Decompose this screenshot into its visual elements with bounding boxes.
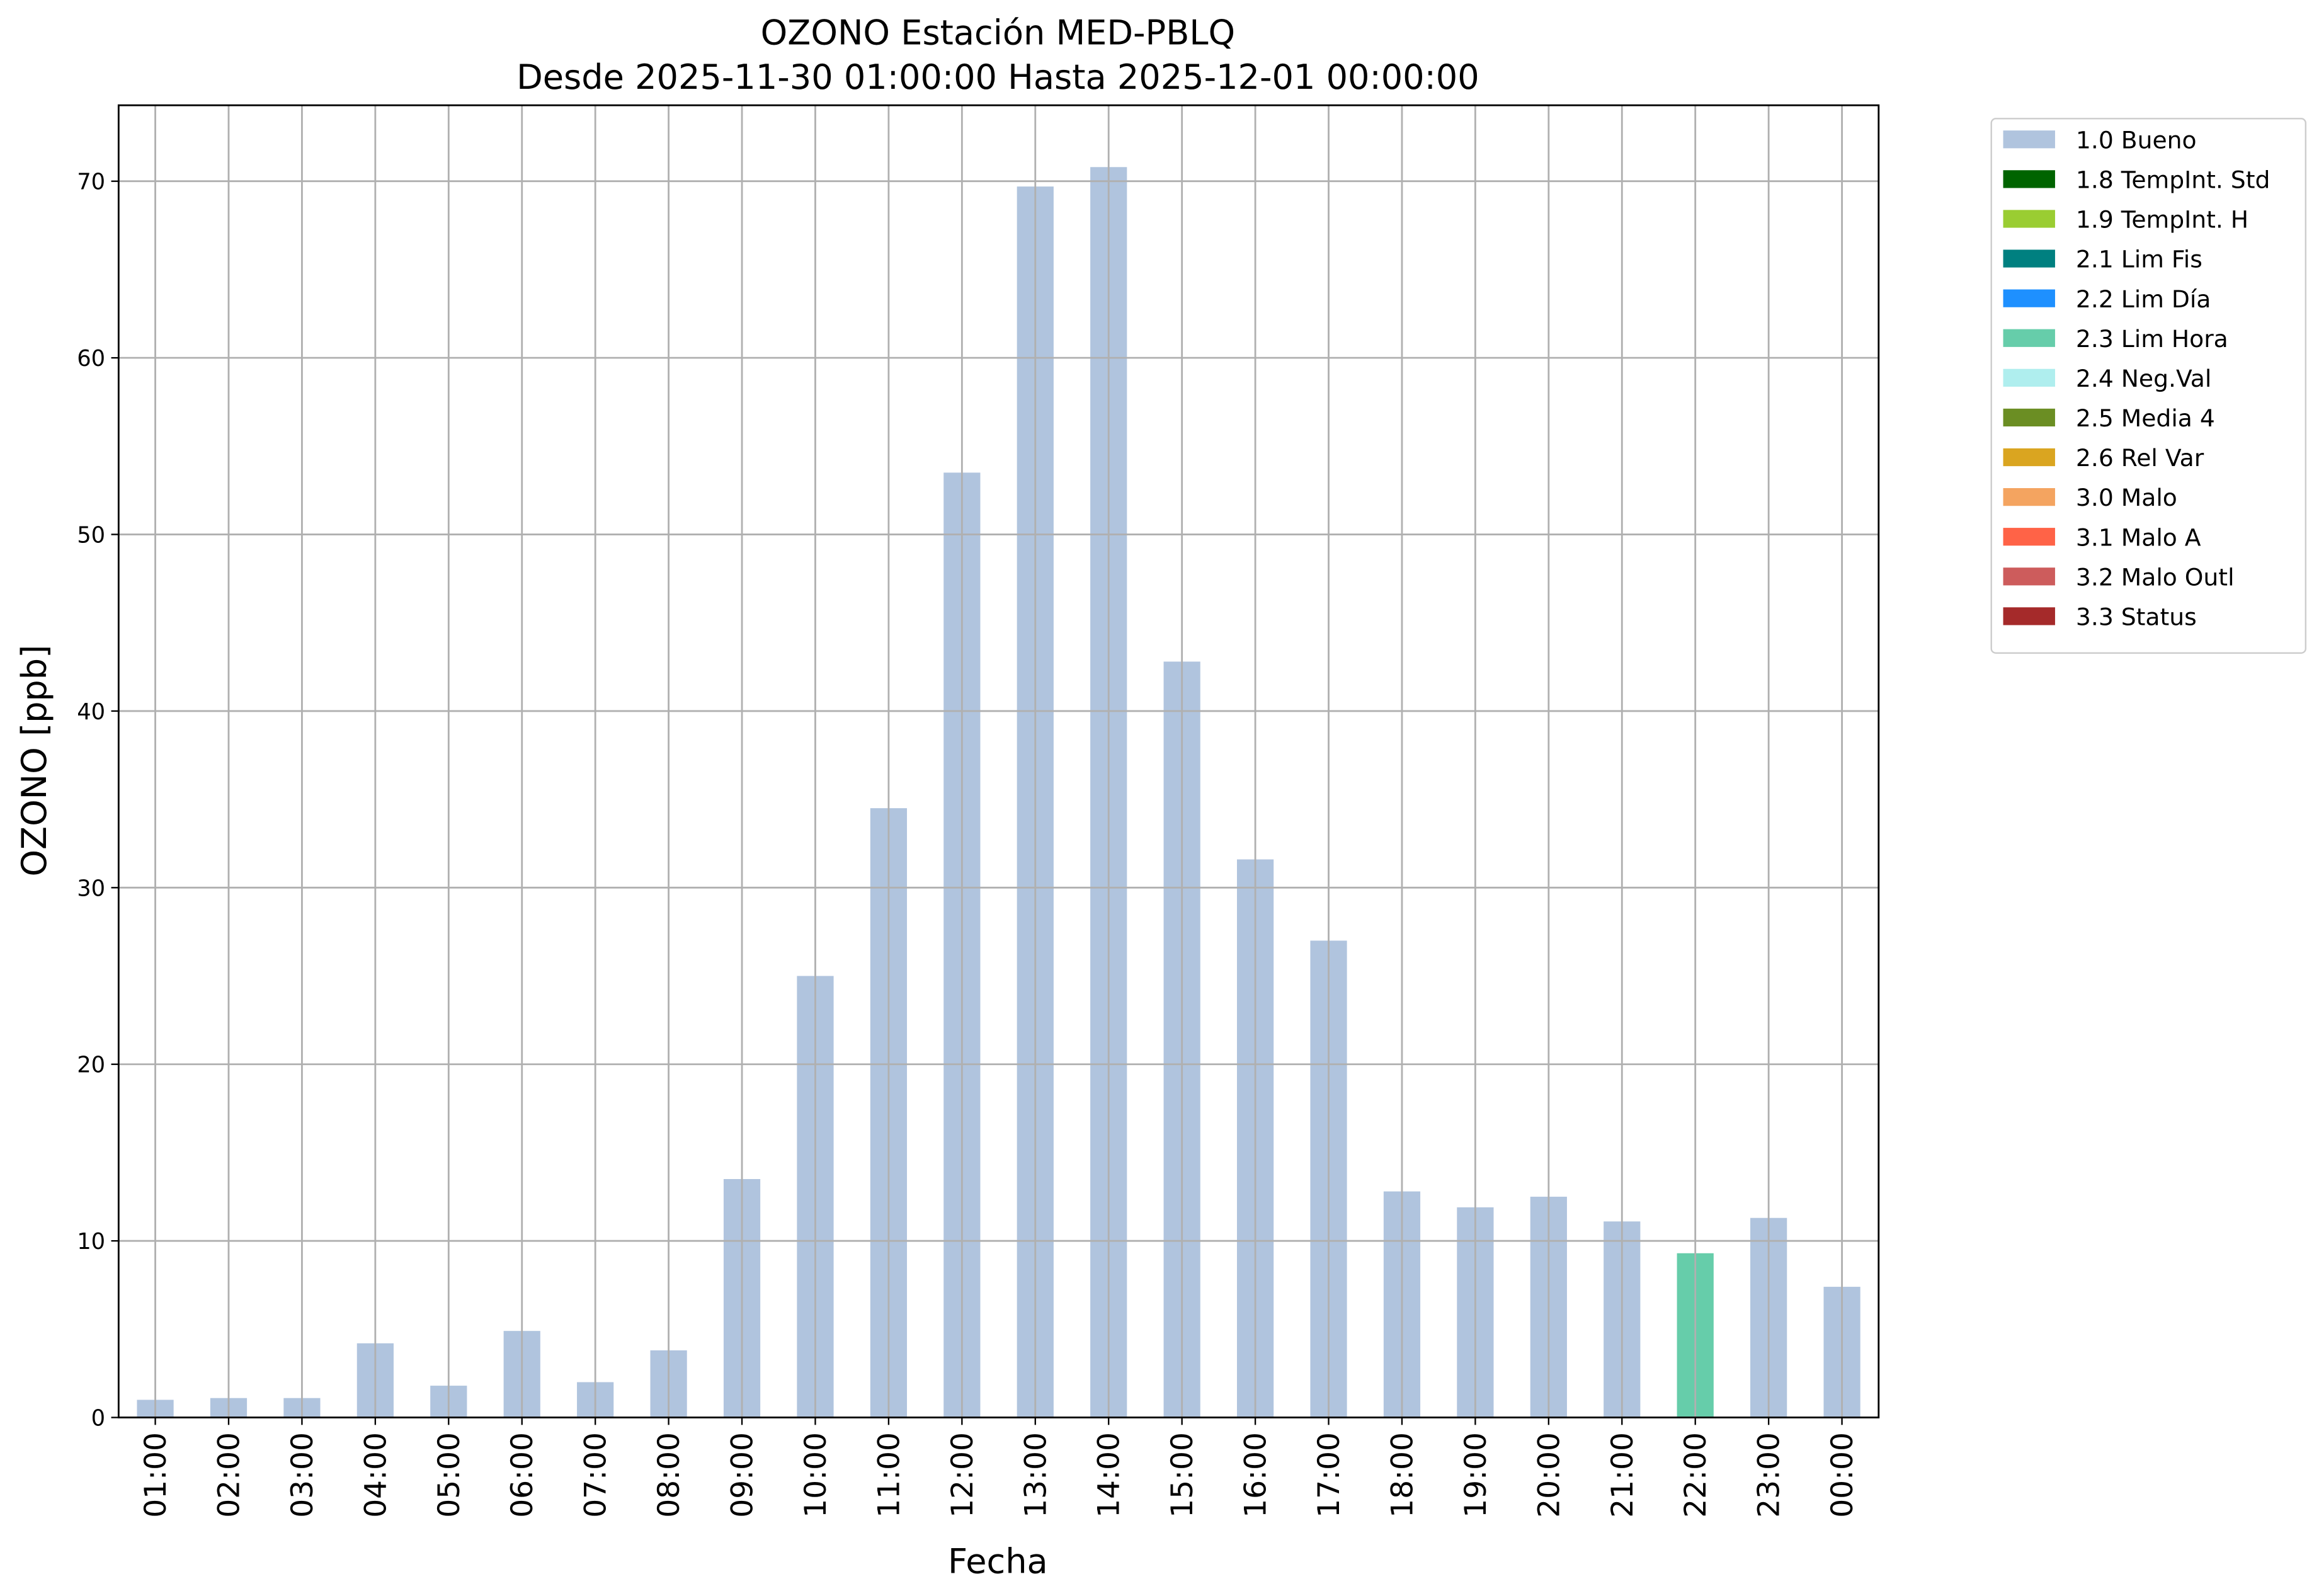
x-tick-label: 13:00 xyxy=(1018,1432,1053,1518)
legend-label: 2.5 Media 4 xyxy=(2076,404,2215,432)
chart-subtitle: Desde 2025-11-30 01:00:00 Hasta 2025-12-… xyxy=(516,57,1479,97)
plot-frame xyxy=(117,104,1880,1418)
y-axis-label: OZONO [ppb] xyxy=(14,645,54,877)
legend-swatch xyxy=(2003,210,2055,228)
x-tick-label: 04:00 xyxy=(358,1432,393,1518)
legend-swatch xyxy=(2003,130,2055,149)
legend-swatch xyxy=(2003,528,2055,546)
legend-swatch xyxy=(2003,170,2055,188)
legend-swatch xyxy=(2003,607,2055,625)
legend-label: 2.4 Neg.Val xyxy=(2076,365,2211,392)
y-tick-label: 70 xyxy=(77,169,105,195)
x-tick-label: 07:00 xyxy=(579,1432,613,1518)
x-tick-label: 00:00 xyxy=(1825,1432,1860,1518)
x-tick-label: 17:00 xyxy=(1312,1432,1347,1518)
legend-label: 2.1 Lim Fis xyxy=(2076,246,2202,273)
x-tick-label: 02:00 xyxy=(212,1432,246,1518)
x-tick-label: 12:00 xyxy=(945,1432,980,1518)
x-tick-label: 09:00 xyxy=(726,1432,760,1518)
legend-box xyxy=(1990,118,2306,654)
y-tick-label: 0 xyxy=(91,1406,105,1432)
x-tick-label: 21:00 xyxy=(1605,1432,1640,1518)
legend-swatch xyxy=(2003,567,2055,586)
legend-label: 3.1 Malo A xyxy=(2076,523,2201,551)
legend-swatch xyxy=(2003,368,2055,387)
legend-swatch xyxy=(2003,487,2055,506)
legend-swatch xyxy=(2003,329,2055,347)
legend-label: 2.2 Lim Día xyxy=(2076,285,2211,313)
x-tick-label: 20:00 xyxy=(1532,1432,1566,1518)
x-tick-label: 03:00 xyxy=(285,1432,320,1518)
legend-label: 3.2 Malo Outl xyxy=(2076,563,2235,591)
y-tick-label: 20 xyxy=(77,1052,105,1078)
legend-label: 1.8 TempInt. Std xyxy=(2076,166,2270,194)
x-tick-label: 19:00 xyxy=(1459,1432,1493,1518)
legend-swatch xyxy=(2003,289,2055,307)
x-tick-label: 18:00 xyxy=(1385,1432,1420,1518)
x-axis-label: Fecha xyxy=(948,1542,1048,1582)
legend-swatch xyxy=(2003,408,2055,427)
x-tick-label: 23:00 xyxy=(1752,1432,1787,1518)
y-tick-label: 30 xyxy=(77,875,105,901)
x-tick-label: 01:00 xyxy=(139,1432,173,1518)
y-tick-label: 40 xyxy=(77,699,105,725)
legend-label: 2.6 Rel Var xyxy=(2076,444,2204,472)
x-tick-label: 06:00 xyxy=(505,1432,540,1518)
x-tick-label: 22:00 xyxy=(1678,1432,1713,1518)
y-tick-label: 50 xyxy=(77,522,105,548)
x-tick-label: 16:00 xyxy=(1239,1432,1273,1518)
x-tick-label: 08:00 xyxy=(652,1432,687,1518)
legend-swatch xyxy=(2003,448,2055,467)
legend-label: 3.3 Status xyxy=(2076,603,2197,631)
legend-label: 1.0 Bueno xyxy=(2076,126,2197,154)
legend-label: 2.3 Lim Hora xyxy=(2076,325,2228,353)
legend-label: 3.0 Malo xyxy=(2076,484,2177,511)
x-tick-label: 11:00 xyxy=(872,1432,906,1518)
x-tick-label: 15:00 xyxy=(1165,1432,1200,1518)
chart-title: OZONO Estación MED-PBLQ xyxy=(761,13,1235,53)
x-tick-label: 10:00 xyxy=(799,1432,833,1518)
legend-label: 1.9 TempInt. H xyxy=(2076,206,2248,234)
x-tick-label: 05:00 xyxy=(432,1432,467,1518)
y-tick-label: 60 xyxy=(77,346,105,372)
legend-swatch xyxy=(2003,249,2055,268)
y-tick-label: 10 xyxy=(77,1229,105,1255)
x-tick-label: 14:00 xyxy=(1092,1432,1127,1518)
